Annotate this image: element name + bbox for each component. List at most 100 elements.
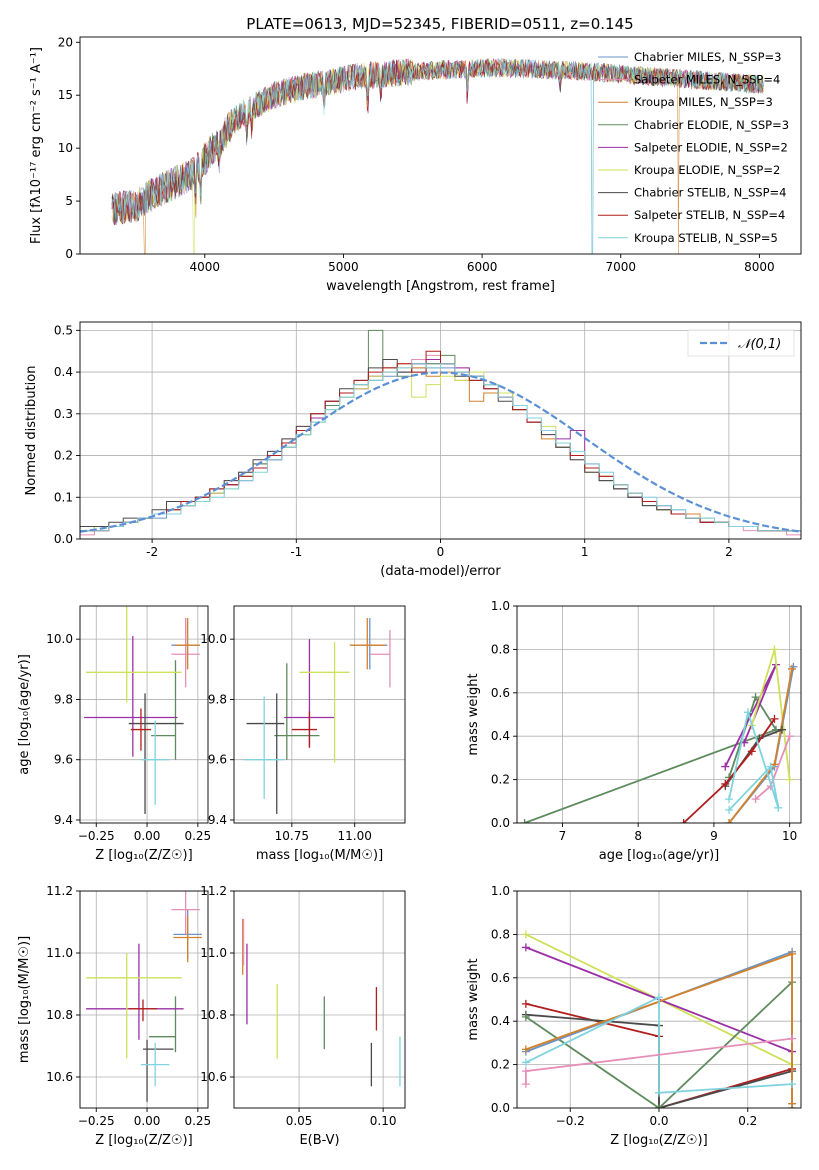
weight-point-marker (788, 1034, 797, 1043)
weight-point-marker (521, 1067, 530, 1076)
histogram-series (80, 363, 801, 539)
weight-point-marker (725, 795, 734, 804)
y-tick-label: 0.2 (491, 1058, 510, 1072)
legend-entry: Chabrier ELODIE, N_SSP=3 (634, 118, 789, 132)
y-tick-label: 0.2 (54, 449, 73, 463)
plot-area (234, 891, 405, 1108)
weight-point-marker (521, 1012, 530, 1021)
y-tick-label: 0.4 (491, 1014, 510, 1028)
y-tick-label: 15 (58, 88, 73, 102)
weight-point-marker (521, 1045, 530, 1054)
y-tick-label: 11.2 (46, 884, 73, 898)
y-tick-label: 9.4 (54, 813, 73, 827)
y-axis-label: Flux [fλ10⁻¹⁷ erg cm⁻² s⁻¹ A⁻¹] (29, 47, 44, 244)
weight-point-marker (785, 732, 794, 741)
plot-area (80, 891, 208, 1108)
weight-point-marker (655, 993, 663, 1002)
axes-frame (79, 36, 802, 255)
weight-point-marker (788, 1080, 797, 1089)
y-axis-label: mass [log₁₀(M/M☉)] (17, 936, 32, 1063)
weight-point-marker (788, 1099, 797, 1108)
plot-area (234, 606, 405, 823)
y-tick-label: 10.6 (200, 1070, 227, 1084)
weight-point-marker (521, 930, 530, 939)
weight-point-marker (770, 714, 779, 723)
x-tick-label: 8 (634, 829, 642, 843)
weight-point-marker (655, 1088, 663, 1097)
y-tick-label: 0.6 (491, 971, 510, 985)
x-tick-label: -2 (146, 545, 158, 559)
weight-point-marker (521, 1080, 530, 1089)
weight-point-marker (520, 819, 529, 823)
y-tick-label: 0.4 (491, 729, 510, 743)
chart-residuals: -2 -1 0 1 2 0.0 0.1 0.2 0.3 0.4 0.5 (data-model)/er… (24, 321, 802, 579)
y-tick-label: 0.0 (491, 1101, 510, 1115)
x-axis-label: E(B-V) (299, 1133, 339, 1148)
y-tick-label: 20 (58, 35, 73, 49)
legend: 𝒩(0,1) (687, 329, 795, 357)
spectrum-series-line (111, 58, 764, 225)
plot-area (517, 891, 801, 1108)
x-tick-label: 0.10 (370, 1114, 397, 1128)
weight-point-marker (725, 819, 734, 823)
x-tick-label: -1 (290, 545, 302, 559)
axes-frame (233, 890, 406, 1109)
legend-entry: Salpeter ELODIE, N_SSP=2 (634, 140, 788, 154)
x-tick-label: 7 (559, 829, 567, 843)
y-tick-label: 0.1 (54, 490, 73, 504)
x-tick-label: −0.25 (78, 829, 115, 843)
x-axis-label: Z [log₁₀(Z/Z☉)] (95, 1133, 192, 1148)
legend-entry: Kroupa MILES, N_SSP=3 (634, 95, 773, 109)
x-axis-label: mass [log₁₀(M/M☉)] (256, 848, 383, 863)
x-tick-label: 0.0 (649, 1114, 668, 1128)
chart-weight-vs-Z: −0.2 0.0 0.2 0.0 0.2 0.4 0.6 0.8 1.0 Z [log₁₀(Z/Z… (466, 884, 802, 1148)
y-axis-label: mass weight (466, 958, 481, 1040)
y-axis-label: mass weight (466, 673, 481, 755)
weight-point-marker (747, 747, 756, 756)
y-tick-label: 11.2 (200, 884, 227, 898)
plot-area (80, 322, 801, 539)
legend-entry: Chabrier MILES, N_SSP=3 (634, 50, 781, 64)
y-tick-label: 10.0 (200, 632, 227, 646)
weight-point-marker (521, 943, 530, 952)
x-tick-label: 4000 (190, 260, 221, 274)
weight-point-marker (788, 949, 797, 958)
y-tick-label: 5 (65, 194, 73, 208)
x-tick-label: −0.2 (556, 1114, 585, 1128)
x-tick-label: 0.00 (134, 1114, 161, 1128)
x-tick-label: 1 (581, 545, 589, 559)
legend: Chabrier MILES, N_SSP=3 Salpeter MILES, N… (598, 50, 789, 245)
y-tick-label: 9.6 (208, 753, 227, 767)
weight-point-marker (655, 1104, 663, 1108)
x-tick-label: 7000 (605, 260, 636, 274)
plot-area (80, 606, 208, 823)
x-axis-label: (data-model)/error (380, 564, 501, 579)
plot-area (517, 606, 801, 823)
y-tick-label: 0.0 (491, 816, 510, 830)
normal-curve (80, 371, 801, 533)
weight-point-marker (785, 775, 794, 784)
weight-point-marker (725, 805, 734, 814)
y-tick-label: 0.8 (491, 642, 510, 656)
y-tick-label: 0.2 (491, 773, 510, 787)
y-tick-label: 0.0 (54, 532, 73, 546)
axes-frame (79, 605, 209, 824)
weight-point-marker (751, 795, 760, 804)
weight-point-marker (787, 664, 796, 673)
legend-entry: Salpeter STELIB, N_SSP=4 (634, 208, 785, 222)
x-tick-label: 6000 (467, 260, 498, 274)
x-axis-label: Z [log₁₀(Z/Z☉)] (610, 1133, 707, 1148)
x-tick-label: 5000 (328, 260, 359, 274)
legend-entry: Kroupa STELIB, N_SSP=5 (634, 231, 778, 245)
legend-entry: Chabrier STELIB, N_SSP=4 (634, 186, 786, 200)
weight-point-marker (679, 819, 688, 823)
weight-point-marker (766, 762, 775, 771)
chart-weight-vs-age: 7 8 9 10 0.0 0.2 0.4 0.6 0.8 1.0 age [log₁₀(age/yr… (466, 599, 802, 863)
weight-point-marker (743, 708, 752, 717)
x-tick-label: 0.2 (738, 1114, 757, 1128)
x-tick-label: 0 (437, 545, 445, 559)
y-tick-label: 10.6 (46, 1070, 73, 1084)
y-tick-label: 10 (58, 141, 73, 155)
x-tick-label: 10 (782, 829, 797, 843)
x-axis-label: Z [log₁₀(Z/Z☉)] (95, 848, 192, 863)
